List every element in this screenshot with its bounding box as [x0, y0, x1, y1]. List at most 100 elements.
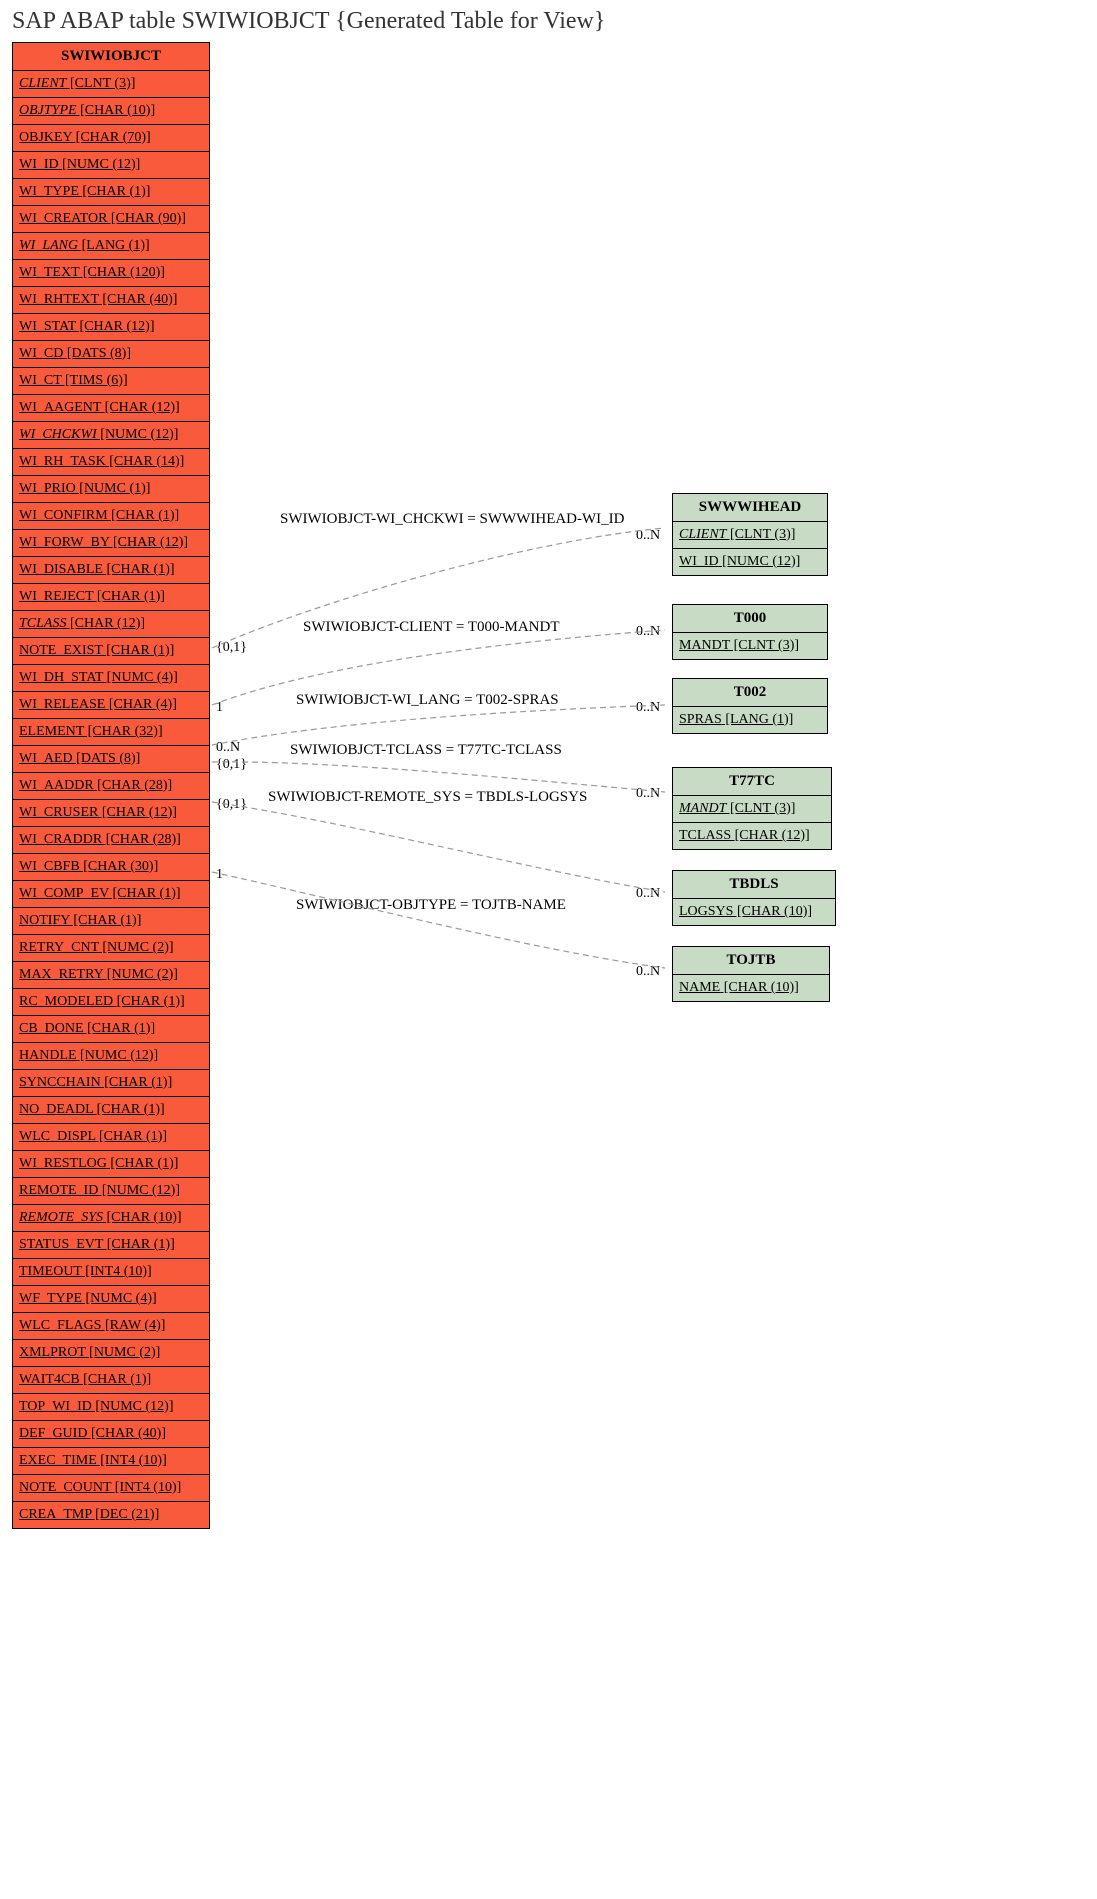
field-name: WI_RH_TASK: [19, 454, 106, 469]
field-name: WI_CT: [19, 373, 62, 388]
related-field-row: WI_ID [NUMC (12)]: [673, 549, 827, 575]
main-field-row: RETRY_CNT [NUMC (2)]: [13, 935, 209, 962]
main-field-row: TCLASS [CHAR (12)]: [13, 611, 209, 638]
main-field-row: WLC_FLAGS [RAW (4)]: [13, 1313, 209, 1340]
related-table-header: TOJTB: [673, 947, 829, 975]
relation-label: SWIWIOBJCT-OBJTYPE = TOJTB-NAME: [296, 897, 566, 914]
source-cardinality: 1: [216, 867, 223, 883]
main-field-row: WI_RESTLOG [CHAR (1)]: [13, 1151, 209, 1178]
related-field-row: NAME [CHAR (10)]: [673, 975, 829, 1001]
field-name: WI_CBFB: [19, 859, 80, 874]
field-name: WF_TYPE: [19, 1291, 82, 1306]
main-field-row: CB_DONE [CHAR (1)]: [13, 1016, 209, 1043]
main-field-row: WAIT4CB [CHAR (1)]: [13, 1367, 209, 1394]
field-type: [CHAR (1)]: [79, 184, 151, 199]
field-type: [CLNT (3)]: [66, 76, 135, 91]
source-cardinality: {0,1}: [216, 757, 247, 773]
field-type: [DEC (21)]: [92, 1507, 160, 1522]
main-field-row: EXEC_TIME [INT4 (10)]: [13, 1448, 209, 1475]
source-cardinality: 0..N: [216, 740, 240, 756]
field-name: CREA_TMP: [19, 1507, 92, 1522]
field-type: [CHAR (1)]: [109, 886, 181, 901]
main-field-row: TIMEOUT [INT4 (10)]: [13, 1259, 209, 1286]
field-name: MAX_RETRY: [19, 967, 103, 982]
field-name: NOTE_COUNT: [19, 1480, 111, 1495]
field-type: [NUMC (12)]: [77, 1048, 159, 1063]
field-type: [CHAR (4)]: [105, 697, 177, 712]
field-type: [CHAR (1)]: [84, 1021, 156, 1036]
field-type: [CHAR (28)]: [94, 778, 173, 793]
related-field-row: MANDT [CLNT (3)]: [673, 796, 831, 823]
field-type: [CHAR (10)]: [77, 103, 156, 118]
main-field-row: OBJKEY [CHAR (70)]: [13, 125, 209, 152]
field-type: [NUMC (2)]: [86, 1345, 161, 1360]
field-type: [LANG (1)]: [722, 712, 794, 727]
related-table: SWWWIHEADCLIENT [CLNT (3)]WI_ID [NUMC (1…: [672, 493, 828, 576]
main-table-header: SWIWIOBJCT: [13, 43, 209, 71]
field-name: WI_CONFIRM: [19, 508, 108, 523]
field-type: [CHAR (1)]: [103, 643, 175, 658]
field-type: [CHAR (120)]: [79, 265, 165, 280]
field-name: RETRY_CNT: [19, 940, 99, 955]
main-field-row: CREA_TMP [DEC (21)]: [13, 1502, 209, 1528]
field-type: [CHAR (40)]: [87, 1426, 166, 1441]
field-name: TCLASS: [19, 616, 66, 631]
field-type: [LANG (1)]: [78, 238, 150, 253]
main-field-row: WI_RH_TASK [CHAR (14)]: [13, 449, 209, 476]
related-field-row: SPRAS [LANG (1)]: [673, 707, 827, 733]
field-type: [CHAR (32)]: [84, 724, 163, 739]
field-type: [INT4 (10)]: [111, 1480, 181, 1495]
field-name: WI_RELEASE: [19, 697, 105, 712]
main-field-row: REMOTE_ID [NUMC (12)]: [13, 1178, 209, 1205]
main-field-row: CLIENT [CLNT (3)]: [13, 71, 209, 98]
field-type: [CHAR (1)]: [103, 562, 175, 577]
field-type: [CHAR (10)]: [720, 980, 799, 995]
field-type: [CHAR (1)]: [70, 913, 142, 928]
field-name: WI_PRIO: [19, 481, 76, 496]
field-type: [NUMC (4)]: [82, 1291, 157, 1306]
main-field-row: NOTE_COUNT [INT4 (10)]: [13, 1475, 209, 1502]
field-type: [CHAR (70)]: [72, 130, 151, 145]
related-table-header: T000: [673, 605, 827, 633]
main-field-row: NOTE_EXIST [CHAR (1)]: [13, 638, 209, 665]
field-name: WI_ID: [679, 554, 719, 569]
related-table-header: SWWWIHEAD: [673, 494, 827, 522]
field-type: [CHAR (12)]: [731, 828, 810, 843]
main-field-row: SYNCCHAIN [CHAR (1)]: [13, 1070, 209, 1097]
field-name: WI_LANG: [19, 238, 78, 253]
field-type: [CHAR (10)]: [733, 904, 812, 919]
field-name: NAME: [679, 980, 720, 995]
field-name: WI_AADDR: [19, 778, 94, 793]
field-name: WI_AAGENT: [19, 400, 101, 415]
field-type: [NUMC (2)]: [99, 940, 174, 955]
related-table: T77TCMANDT [CLNT (3)]TCLASS [CHAR (12)]: [672, 767, 832, 850]
field-name: LOGSYS: [679, 904, 733, 919]
main-field-row: WI_RHTEXT [CHAR (40)]: [13, 287, 209, 314]
main-field-row: WI_CRADDR [CHAR (28)]: [13, 827, 209, 854]
field-name: TCLASS: [679, 828, 731, 843]
field-type: [CLNT (3)]: [730, 638, 799, 653]
main-field-row: MAX_RETRY [NUMC (2)]: [13, 962, 209, 989]
field-name: WI_TEXT: [19, 265, 79, 280]
main-field-row: WI_DH_STAT [NUMC (4)]: [13, 665, 209, 692]
field-name: HANDLE: [19, 1048, 77, 1063]
target-cardinality: 0..N: [636, 624, 660, 640]
field-name: WI_STAT: [19, 319, 76, 334]
source-cardinality: {0,1}: [216, 797, 247, 813]
main-field-row: RC_MODELED [CHAR (1)]: [13, 989, 209, 1016]
main-field-row: WI_CHCKWI [NUMC (12)]: [13, 422, 209, 449]
field-name: MANDT: [679, 638, 730, 653]
field-type: [CHAR (1)]: [80, 1372, 152, 1387]
source-cardinality: {0,1}: [216, 640, 247, 656]
field-type: [CHAR (1)]: [95, 1129, 167, 1144]
field-name: SPRAS: [679, 712, 722, 727]
related-table: T000 MANDT [CLNT (3)]: [672, 604, 828, 660]
field-name: WI_RESTLOG: [19, 1156, 107, 1171]
field-type: [CLNT (3)]: [726, 527, 795, 542]
field-name: WI_TYPE: [19, 184, 79, 199]
main-field-row: STATUS_EVT [CHAR (1)]: [13, 1232, 209, 1259]
field-type: [INT4 (10)]: [97, 1453, 167, 1468]
main-field-row: WI_CBFB [CHAR (30)]: [13, 854, 209, 881]
field-name: RC_MODELED: [19, 994, 113, 1009]
main-field-row: WI_CREATOR [CHAR (90)]: [13, 206, 209, 233]
